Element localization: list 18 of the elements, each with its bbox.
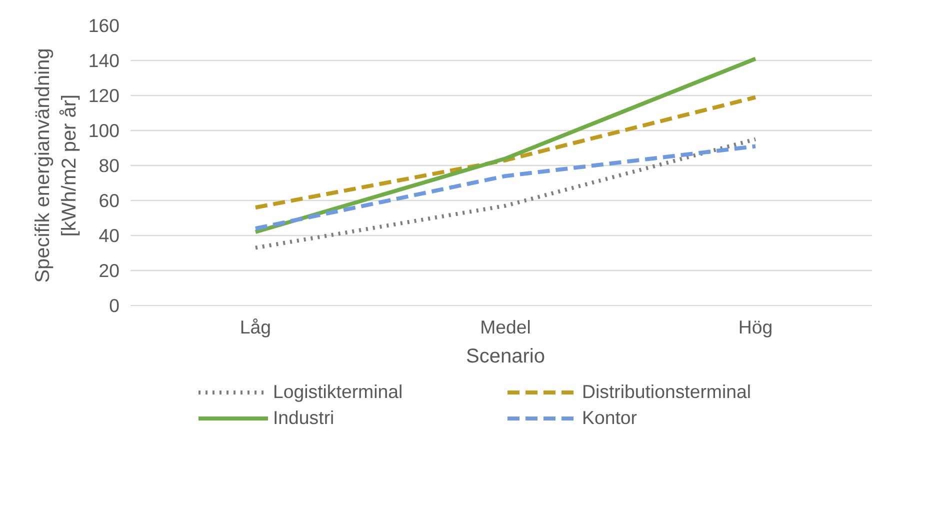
y-axis-title: Specifik energianvändning [kWh/m2 per år] bbox=[32, 48, 80, 283]
y-tick-label: 60 bbox=[98, 190, 120, 211]
x-tick-label: Låg bbox=[240, 316, 272, 338]
legend-label: Distributionsterminal bbox=[582, 381, 752, 403]
y-tick-label: 140 bbox=[88, 50, 120, 71]
y-tick-label: 40 bbox=[98, 225, 120, 246]
legend-label: Kontor bbox=[582, 407, 638, 429]
legend-label: Industri bbox=[273, 407, 336, 429]
y-tick-label: 20 bbox=[98, 260, 120, 281]
legend-label: Logistikterminal bbox=[273, 381, 404, 403]
x-tick-label: Medel bbox=[480, 316, 531, 338]
y-tick-label: 80 bbox=[98, 155, 120, 176]
y-tick-label: 120 bbox=[88, 85, 120, 106]
y-tick-label: 0 bbox=[109, 295, 120, 316]
x-tick-label: Hög bbox=[738, 316, 773, 338]
y-tick-label: 100 bbox=[88, 120, 120, 141]
x-axis-title: Scenario bbox=[466, 346, 545, 368]
y-tick-label: 160 bbox=[88, 15, 120, 36]
